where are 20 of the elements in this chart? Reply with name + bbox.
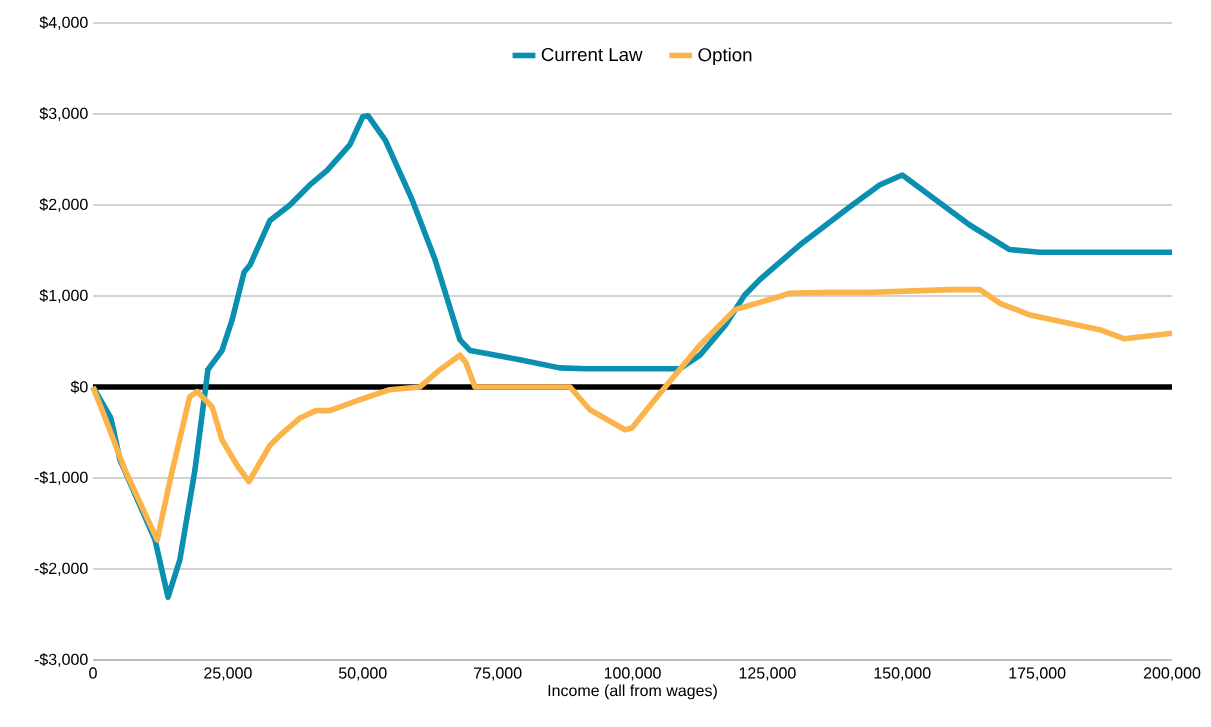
x-tick-label: 100,000 bbox=[604, 667, 661, 681]
legend-label: Option bbox=[698, 47, 752, 66]
x-tick-label: 150,000 bbox=[874, 667, 931, 681]
x-tick-label: 125,000 bbox=[739, 667, 796, 681]
y-tick-label: $4,000 bbox=[39, 16, 88, 30]
x-tick-label: 50,000 bbox=[338, 667, 387, 681]
y-tick-label: -$3,000 bbox=[34, 653, 88, 667]
y-tick-label: $0 bbox=[70, 380, 88, 394]
y-tick-label: -$1,000 bbox=[34, 471, 88, 485]
y-tick-label: $2,000 bbox=[39, 198, 88, 212]
x-tick-label: 0 bbox=[89, 667, 97, 679]
x-tick-label: 25,000 bbox=[204, 667, 252, 681]
legend-label: Current Law bbox=[541, 47, 643, 62]
x-tick-label: 75,000 bbox=[473, 667, 522, 681]
x-tick-label: 200,000 bbox=[1143, 667, 1201, 681]
x-axis-title: Income (all from wages) bbox=[548, 684, 717, 700]
x-tick-label: 175,000 bbox=[1009, 667, 1066, 681]
y-tick-label: $3,000 bbox=[39, 107, 88, 121]
y-tick-label: $1,000 bbox=[39, 289, 88, 303]
y-tick-label: -$2,000 bbox=[34, 562, 88, 576]
